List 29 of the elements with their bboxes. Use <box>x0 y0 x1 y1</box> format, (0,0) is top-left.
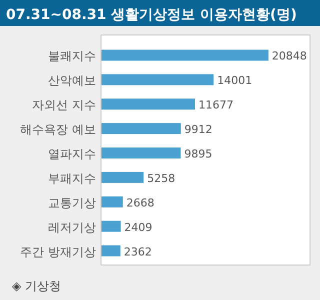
y-tick-label: 레저기상 <box>48 220 96 234</box>
data-label: 9895 <box>184 148 212 160</box>
data-label: 5258 <box>147 172 176 185</box>
bar <box>102 172 144 183</box>
bar <box>102 50 268 61</box>
text: ◈ 기상청 <box>12 279 62 293</box>
bar <box>102 123 181 134</box>
y-tick-label: 열파지수 <box>48 147 96 161</box>
y-tick-label: 자외선 지수 <box>32 98 96 112</box>
data-label: 9912 <box>184 123 212 136</box>
data-label: 2668 <box>126 196 154 210</box>
y-tick-label: 불쾌지수 <box>48 49 96 64</box>
y-tick-label: 산악예보 <box>48 74 96 88</box>
bar <box>102 245 120 256</box>
bar <box>102 74 214 86</box>
data-label: 20848 <box>272 50 307 63</box>
bar <box>102 148 181 158</box>
bar <box>102 220 121 232</box>
data-label: 2362 <box>124 245 152 258</box>
y-tick-label: 교통기상 <box>48 196 96 210</box>
data-label: 11677 <box>198 98 234 112</box>
chart-title: 07.31~08.31 생활기상정보 이용자현황(명) <box>6 7 297 23</box>
bar <box>102 98 195 110</box>
y-tick-label: 해수욕장 예보 <box>20 122 96 137</box>
data-label: 14001 <box>217 74 252 88</box>
bar <box>102 196 123 208</box>
y-tick-label: 부패지수 <box>48 171 96 186</box>
data-label: 2409 <box>124 220 152 234</box>
y-tick-label: 주간 방재기상 <box>20 244 96 259</box>
